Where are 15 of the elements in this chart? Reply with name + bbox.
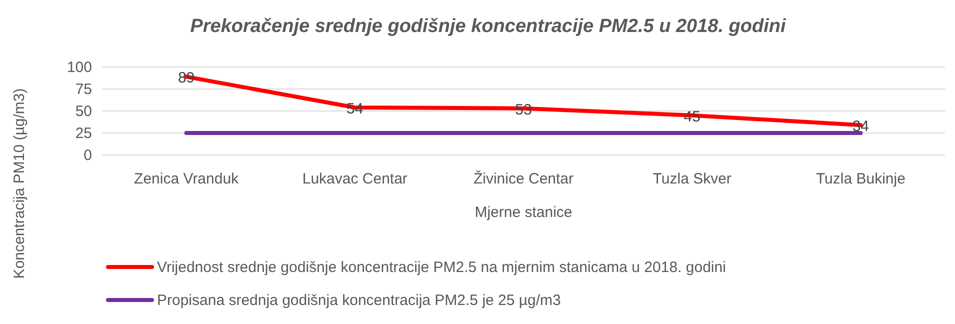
x-tick-label: Zenica Vranduk bbox=[134, 170, 240, 188]
y-tick-label: 0 bbox=[84, 146, 92, 164]
legend-label: Vrijednost srednje godišnje koncentracije PM2.5 na mjernim stanicama u 2018. godini bbox=[157, 259, 726, 276]
x-tick-label: Tuzla Bukinje bbox=[816, 170, 906, 188]
x-tick-label: Lukavac Centar bbox=[302, 170, 408, 188]
x-tick-label: Tuzla Skver bbox=[652, 170, 732, 188]
x-tick-label: Živinice Centar bbox=[473, 170, 574, 188]
y-tick-label: 50 bbox=[75, 102, 92, 120]
y-tick-label: 75 bbox=[75, 80, 92, 98]
x-axis-title: Mjerne stanice bbox=[474, 204, 572, 221]
y-tick-label: 25 bbox=[75, 124, 92, 142]
chart-title: Prekoračenje srednje godišnje koncentracije PM2.5 u 2018. godini bbox=[190, 16, 786, 37]
legend-label: Propisana srednja godišnja koncentracija PM2.5 je 25 µg/m3 bbox=[157, 292, 561, 309]
y-axis-title: Koncentracija PM10 (µg/m3) bbox=[11, 88, 28, 279]
y-tick-label: 100 bbox=[66, 58, 92, 76]
